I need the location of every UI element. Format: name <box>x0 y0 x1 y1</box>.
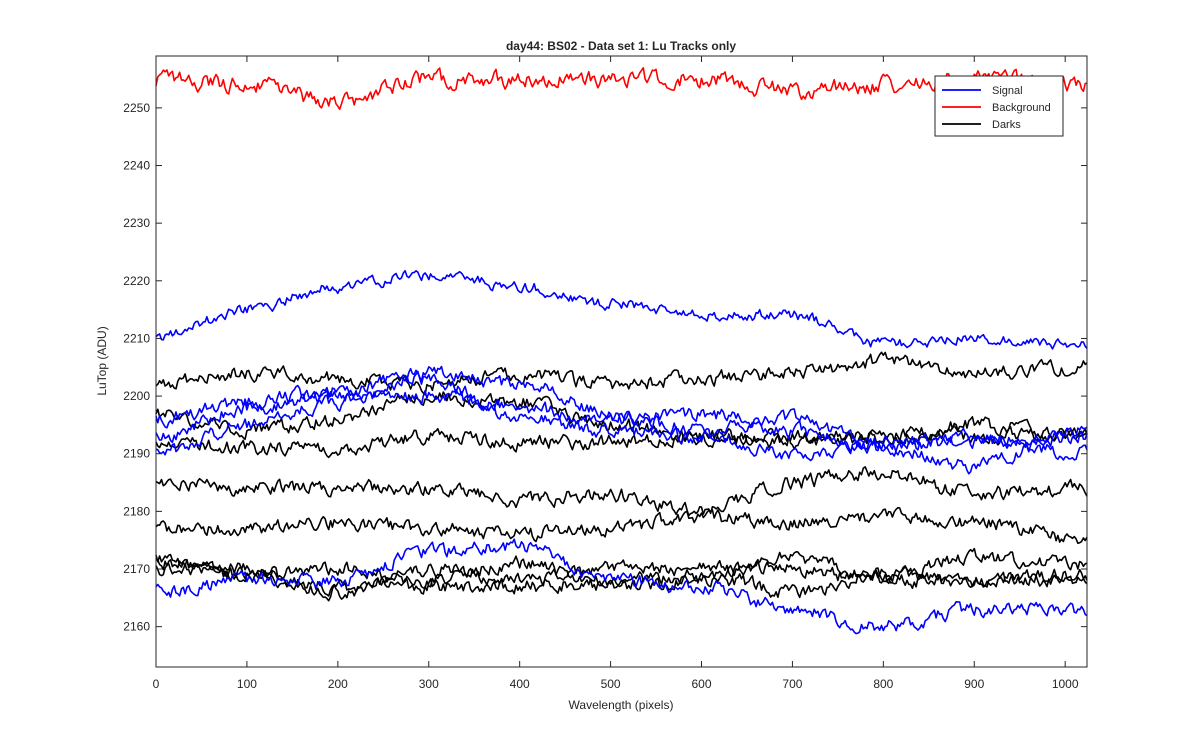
x-tick-label: 200 <box>328 677 348 691</box>
y-tick-label: 2160 <box>123 620 150 634</box>
plot-area <box>156 56 1087 667</box>
series-line-darks-3 <box>155 425 1088 459</box>
series-line-darks-5 <box>155 506 1088 545</box>
x-axis: 0 100 200 300 400 500 600 700 800 900 1000 <box>153 56 1079 691</box>
legend-label: Background <box>992 102 1051 114</box>
x-tick-label: 400 <box>510 677 530 691</box>
series-layer <box>155 67 1088 635</box>
series-line-darks-6 <box>155 547 1088 591</box>
x-tick-label: 600 <box>691 677 711 691</box>
y-tick-label: 2230 <box>123 216 150 230</box>
series-line-signal-1 <box>155 269 1088 350</box>
series-line-darks-4 <box>155 466 1088 517</box>
plot-frame <box>155 55 1088 668</box>
y-axis-label: LuTop (ADU) <box>95 326 109 395</box>
y-tick-label: 2240 <box>123 159 150 173</box>
x-tick-label: 500 <box>601 677 621 691</box>
series-line-darks-1 <box>155 351 1088 396</box>
series-line-signal-4 <box>155 370 1088 462</box>
y-tick-label: 2190 <box>123 447 150 461</box>
y-tick-label: 2180 <box>123 504 150 518</box>
legend-label: Signal <box>992 85 1023 97</box>
y-tick-label: 2210 <box>123 331 150 345</box>
x-tick-label: 800 <box>873 677 893 691</box>
legend-label: Darks <box>992 119 1021 131</box>
legend: Signal Background Darks <box>934 75 1064 137</box>
series-line-darks-7 <box>155 560 1088 599</box>
x-axis-label: Wavelength (pixels) <box>569 698 674 712</box>
x-tick-label: 700 <box>782 677 802 691</box>
y-tick-label: 2250 <box>123 101 150 115</box>
y-tick-label: 2220 <box>123 274 150 288</box>
x-tick-label: 1000 <box>1052 677 1079 691</box>
y-axis: 2160 2170 2180 2190 2200 2210 2220 2230 2240 2250 <box>123 101 1087 634</box>
x-tick-label: 300 <box>419 677 439 691</box>
y-tick-label: 2170 <box>123 562 150 576</box>
y-tick-label: 2200 <box>123 389 150 403</box>
chart-title: day44: BS02 - Data set 1: Lu Tracks only <box>506 39 736 53</box>
x-tick-label: 900 <box>964 677 984 691</box>
series-line-background <box>155 67 1088 110</box>
series-line-signal-5 <box>155 538 1088 635</box>
series-line-signal-3 <box>155 389 1088 475</box>
x-tick-label: 100 <box>237 677 257 691</box>
x-tick-label: 0 <box>153 677 160 691</box>
legend-box <box>934 75 1064 137</box>
series-line-darks-8 <box>155 558 1088 602</box>
